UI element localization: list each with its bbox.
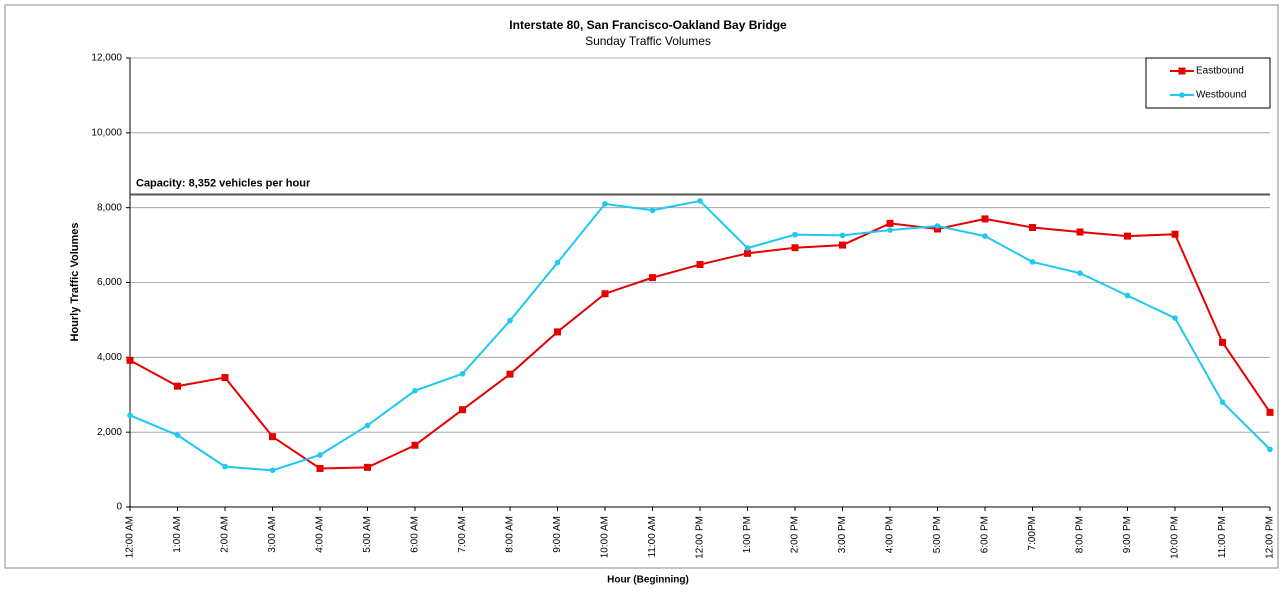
- data-point: [981, 215, 989, 223]
- x-tick-label: 2:00 PM: [790, 516, 801, 553]
- x-axis-title: Hour (Beginning): [607, 575, 689, 586]
- x-tick-label: 1:00 AM: [172, 516, 183, 553]
- data-point: [174, 432, 181, 438]
- x-tick-label: 12:00 PM: [1265, 516, 1276, 559]
- data-point: [602, 201, 608, 207]
- y-tick-label: 6,000: [97, 277, 122, 288]
- data-point: [697, 198, 703, 204]
- data-point: [839, 232, 846, 239]
- legend-marker: [1179, 92, 1185, 98]
- x-tick-label: 4:00 PM: [885, 516, 896, 553]
- data-point: [269, 433, 276, 441]
- data-point: [886, 219, 894, 227]
- y-tick-label: 12,000: [91, 53, 122, 64]
- x-tick-label: 9:00 PM: [1122, 516, 1133, 553]
- data-point: [316, 464, 324, 472]
- chart-frame: [4, 4, 1279, 569]
- data-point: [317, 452, 323, 458]
- x-tick-label: 8:00 AM: [505, 516, 516, 553]
- data-point: [839, 241, 846, 249]
- data-point: [1267, 446, 1273, 453]
- data-point: [887, 227, 893, 233]
- data-point: [934, 223, 941, 229]
- x-tick-label: 7:00PM: [1027, 516, 1038, 550]
- y-tick-label: 2,000: [97, 427, 122, 438]
- x-tick-label: 6:00 PM: [980, 516, 991, 553]
- data-point: [174, 382, 181, 390]
- data-point: [554, 259, 561, 266]
- chart-subtitle: Sunday Traffic Volumes: [585, 34, 711, 48]
- data-point: [791, 244, 799, 252]
- x-tick-label: 11:00 PM: [1217, 516, 1228, 558]
- data-point: [411, 441, 419, 449]
- data-point: [1124, 292, 1131, 299]
- y-tick-label: 8,000: [97, 202, 122, 213]
- data-point: [1077, 270, 1083, 276]
- data-point: [459, 370, 466, 377]
- x-tick-label: 8:00 PM: [1075, 516, 1086, 553]
- data-point: [1076, 228, 1084, 236]
- data-point: [744, 245, 751, 251]
- x-tick-label: 12:00 AM: [125, 516, 136, 558]
- data-point: [1029, 223, 1036, 231]
- x-tick-label: 11:00 AM: [647, 516, 658, 558]
- data-point: [507, 317, 513, 324]
- data-point: [554, 328, 561, 336]
- y-axis-title: Hourly Traffic Volumes: [69, 223, 81, 342]
- data-point: [1171, 230, 1179, 238]
- data-point: [934, 225, 941, 233]
- x-tick-label: 4:00 AM: [315, 516, 326, 553]
- x-tick-label: 6:00 AM: [410, 516, 421, 553]
- data-point: [1266, 408, 1274, 416]
- data-point: [649, 207, 656, 214]
- legend-label: Westbound: [1196, 90, 1246, 101]
- chart-title: Interstate 80, San Francisco-Oakland Bay…: [509, 18, 787, 32]
- x-tick-label: 1:00 PM: [742, 516, 753, 553]
- data-point: [1219, 399, 1226, 406]
- data-point: [412, 387, 418, 394]
- x-tick-label: 2:00 AM: [220, 516, 231, 553]
- data-point: [459, 406, 466, 414]
- data-point: [126, 356, 134, 364]
- capacity-label: Capacity: 8,352 vehicles per hour: [136, 177, 311, 189]
- data-point: [982, 233, 988, 239]
- data-point: [696, 261, 704, 269]
- x-tick-label: 5:00 PM: [932, 516, 943, 553]
- x-tick-label: 9:00 AM: [552, 516, 563, 553]
- data-point: [127, 412, 133, 419]
- data-point: [1029, 259, 1036, 265]
- x-tick-label: 7:00 AM: [457, 516, 468, 553]
- data-point: [601, 290, 609, 298]
- x-tick-label: 3:00 AM: [267, 516, 278, 553]
- data-point: [364, 463, 371, 471]
- data-point: [222, 463, 228, 470]
- data-point: [364, 422, 371, 429]
- data-point: [1219, 338, 1226, 346]
- legend-marker: [1178, 67, 1186, 75]
- data-point: [744, 249, 751, 257]
- y-tick-label: 4,000: [97, 352, 122, 363]
- y-tick-label: 10,000: [91, 127, 122, 138]
- y-tick-label: 0: [116, 502, 122, 513]
- data-point: [1124, 232, 1131, 240]
- data-point: [506, 370, 514, 378]
- x-tick-label: 3:00 PM: [837, 516, 848, 553]
- data-point: [221, 374, 229, 382]
- x-tick-label: 10:00 PM: [1170, 516, 1181, 559]
- data-point: [649, 274, 656, 282]
- legend-label: Eastbound: [1196, 66, 1244, 77]
- data-point: [269, 467, 276, 474]
- legend-box: [1145, 57, 1271, 109]
- data-point: [1172, 315, 1178, 321]
- x-tick-label: 5:00 AM: [362, 516, 373, 553]
- x-tick-label: 10:00 AM: [600, 516, 611, 558]
- x-tick-label: 12:00 PM: [695, 516, 706, 559]
- data-point: [792, 231, 798, 238]
